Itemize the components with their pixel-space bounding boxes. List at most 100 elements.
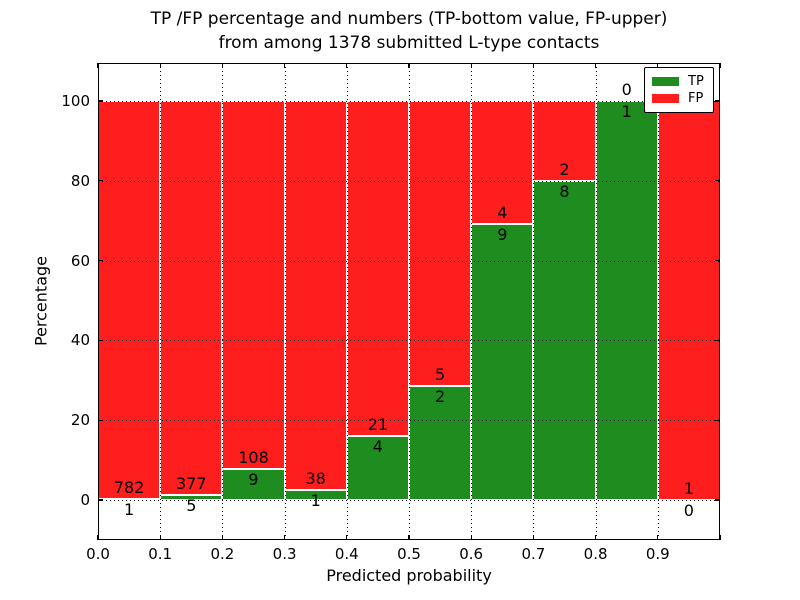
vertical-gridline (222, 63, 224, 540)
legend-swatch-tp (652, 77, 679, 86)
tp-count-label: 2 (435, 387, 446, 406)
tp-count-label: 1 (621, 102, 632, 121)
y-tick-mark (98, 419, 103, 421)
x-tick-mark (594, 535, 597, 540)
vertical-gridline (657, 63, 659, 540)
y-tick-mark (98, 259, 103, 262)
fp-count-label: 377 (176, 473, 207, 493)
tp-count-label: 1 (310, 490, 321, 510)
x-tick-label: 0.7 (521, 545, 546, 563)
vertical-gridline (160, 63, 162, 540)
y-tick-label: 0 (80, 491, 90, 509)
horizontal-gridline (98, 260, 720, 262)
x-tick-mark-top (719, 63, 721, 68)
bar-segment-fp (657, 101, 720, 500)
fp-count-label: 2 (559, 159, 570, 179)
x-tick-label: 0.3 (272, 545, 297, 563)
chart-title: TP /FP percentage and numbers (TP-bottom… (98, 7, 720, 55)
bar-segment-fp (222, 101, 285, 470)
horizontal-gridline (98, 420, 720, 422)
y-tick-mark-right (715, 180, 720, 182)
x-tick-label: 0.1 (148, 545, 173, 563)
y-tick-label: 100 (61, 92, 90, 110)
horizontal-gridline (98, 101, 720, 102)
y-tick-label: 20 (70, 411, 90, 430)
bar-segment-fp (471, 101, 534, 224)
horizontal-gridline (98, 340, 720, 342)
tp-count-label: 9 (497, 224, 508, 244)
x-tick-mark (532, 535, 535, 540)
y-tick-mark (98, 499, 103, 501)
tp-count-label: 1 (124, 500, 135, 520)
x-tick-label: 0.8 (583, 545, 608, 563)
x-tick-mark-top (657, 63, 659, 68)
x-tick-mark (97, 535, 99, 540)
x-axis-label: Predicted probability (326, 566, 492, 585)
chart-title-line1: TP /FP percentage and numbers (TP-bottom… (150, 9, 668, 29)
bar-segment-tp (471, 223, 534, 500)
y-tick-mark-right (715, 339, 720, 342)
legend: TP FP (644, 67, 714, 113)
chart-title-line2: from among 1378 submitted L-type contact… (218, 33, 600, 53)
bar-segment-tp (409, 386, 472, 500)
x-tick-label: 0.6 (459, 545, 484, 563)
x-tick-mark-top (470, 63, 472, 68)
legend-label-tp: TP (688, 74, 704, 89)
horizontal-gridline (98, 500, 720, 501)
x-tick-mark-top (97, 63, 99, 68)
x-tick-label: 0.2 (210, 545, 235, 563)
y-tick-mark-right (715, 499, 720, 501)
legend-swatch-fp (652, 94, 679, 103)
y-tick-mark (98, 100, 103, 102)
tp-count-label: 0 (683, 501, 694, 520)
fp-count-label: 0 (621, 80, 632, 99)
bar-segment-fp (160, 101, 223, 495)
bar-segment-fp (284, 101, 347, 490)
x-tick-mark-top (594, 63, 597, 68)
y-tick-label: 40 (70, 331, 90, 350)
legend-item-tp: TP (652, 73, 704, 90)
bar-segment-tp (346, 436, 409, 500)
bar-segment-fp (346, 101, 409, 437)
x-tick-mark-top (221, 63, 224, 68)
x-tick-mark (719, 535, 721, 540)
bar-segment-fp (409, 101, 472, 386)
x-tick-label: 0.4 (334, 545, 359, 563)
vertical-gridline (533, 63, 535, 540)
x-tick-mark (657, 535, 659, 540)
legend-item-fp: FP (652, 90, 704, 107)
plot-area: TP FP 782 1 377 5 108 9 38 1 21 4 5 2 4 9 2 8 0 1 1 0 (97, 63, 721, 540)
bar-segment-fp (533, 101, 596, 181)
y-tick-mark-right (715, 259, 720, 262)
tp-count-label: 5 (186, 495, 197, 515)
vertical-gridline (346, 63, 348, 540)
x-tick-mark (470, 535, 472, 540)
fp-count-label: 4 (497, 202, 508, 222)
x-tick-mark-top (346, 63, 348, 68)
horizontal-gridline (98, 180, 720, 182)
x-tick-mark-top (283, 63, 286, 68)
tp-count-label: 9 (248, 470, 259, 490)
x-tick-mark (408, 535, 410, 540)
vertical-gridline (595, 63, 597, 540)
y-tick-mark-right (715, 100, 720, 102)
vertical-gridline (409, 63, 410, 540)
y-tick-label: 80 (70, 171, 90, 190)
bar-segment-tp (595, 101, 658, 500)
x-tick-mark (159, 535, 161, 540)
bar-segment-tp (222, 469, 285, 500)
x-tick-mark-top (532, 63, 535, 68)
fp-count-label: 38 (305, 468, 326, 488)
y-tick-label: 60 (70, 251, 90, 270)
x-tick-label: 0.9 (645, 545, 670, 563)
x-tick-mark (283, 535, 286, 540)
fp-count-label: 782 (113, 478, 145, 498)
x-tick-mark-top (159, 63, 161, 68)
x-tick-label: 0.0 (86, 545, 110, 563)
y-tick-mark (98, 180, 103, 182)
x-tick-mark (346, 535, 348, 540)
vertical-gridline (471, 63, 473, 540)
x-tick-mark (221, 535, 224, 540)
x-tick-label: 0.5 (397, 545, 421, 563)
